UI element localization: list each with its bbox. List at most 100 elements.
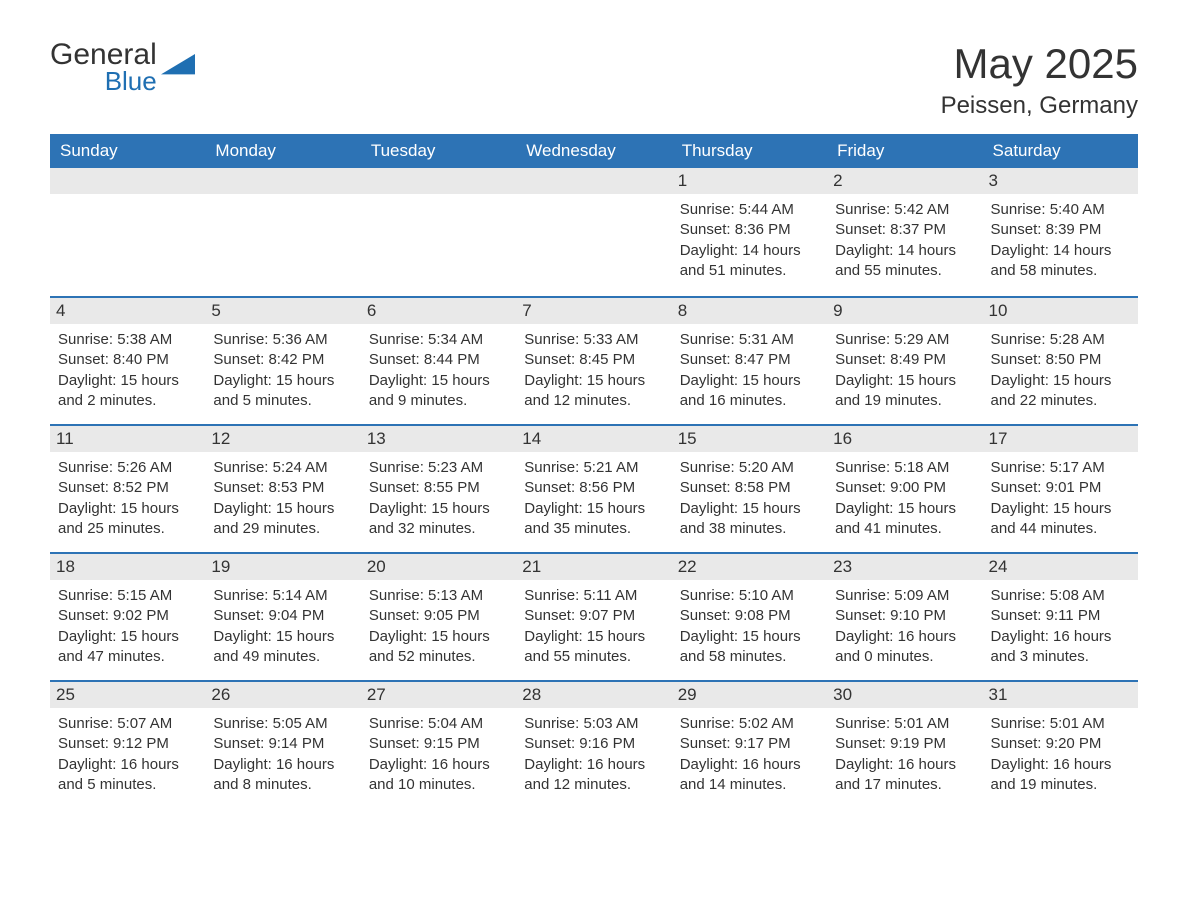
day-number: 14 [516, 426, 671, 452]
day-details: Sunrise: 5:34 AMSunset: 8:44 PMDaylight:… [365, 330, 512, 411]
daylight-text: Daylight: 15 hours and 44 minutes. [991, 499, 1130, 540]
daylight-text: Daylight: 15 hours and 9 minutes. [369, 371, 508, 412]
day-cell: 26Sunrise: 5:05 AMSunset: 9:14 PMDayligh… [205, 682, 360, 808]
day-cell: 5Sunrise: 5:36 AMSunset: 8:42 PMDaylight… [205, 298, 360, 424]
day-details: Sunrise: 5:10 AMSunset: 9:08 PMDaylight:… [676, 586, 823, 667]
day-cell: 17Sunrise: 5:17 AMSunset: 9:01 PMDayligh… [983, 426, 1138, 552]
sunset-text: Sunset: 8:50 PM [991, 350, 1130, 370]
weekday-header: Monday [205, 134, 360, 168]
day-number: 23 [827, 554, 982, 580]
sunset-text: Sunset: 9:11 PM [991, 606, 1130, 626]
day-cell: 13Sunrise: 5:23 AMSunset: 8:55 PMDayligh… [361, 426, 516, 552]
day-cell: 29 Sunrise: 5:02 AMSunset: 9:17 PMDayligh… [672, 682, 827, 808]
header: General Blue May 2025 Peissen, Germany [50, 40, 1138, 120]
sunset-text: Sunset: 8:47 PM [680, 350, 819, 370]
weekday-header: Saturday [983, 134, 1138, 168]
day-cell: 21Sunrise: 5:11 AMSunset: 9:07 PMDayligh… [516, 554, 671, 680]
daylight-text: Daylight: 15 hours and 12 minutes. [524, 371, 663, 412]
sunrise-text: Sunrise: 5:33 AM [524, 330, 663, 350]
day-details: Sunrise: 5:26 AMSunset: 8:52 PMDaylight:… [54, 458, 201, 539]
day-details: Sunrise: 5:38 AMSunset: 8:40 PMDaylight:… [54, 330, 201, 411]
sunrise-text: Sunrise: 5:26 AM [58, 458, 197, 478]
sunset-text: Sunset: 8:40 PM [58, 350, 197, 370]
day-number: 3 [983, 168, 1138, 194]
sunset-text: Sunset: 9:14 PM [213, 734, 352, 754]
daylight-text: Daylight: 15 hours and 38 minutes. [680, 499, 819, 540]
day-number: 25 [50, 682, 205, 708]
day-details: Sunrise: 5:09 AMSunset: 9:10 PMDaylight:… [831, 586, 978, 667]
day-cell [361, 168, 516, 296]
day-cell: 8Sunrise: 5:31 AMSunset: 8:47 PMDaylight… [672, 298, 827, 424]
day-cell: 6Sunrise: 5:34 AMSunset: 8:44 PMDaylight… [361, 298, 516, 424]
sunset-text: Sunset: 8:45 PM [524, 350, 663, 370]
day-number: 31 [983, 682, 1138, 708]
day-cell: 2Sunrise: 5:42 AMSunset: 8:37 PMDaylight… [827, 168, 982, 296]
sunset-text: Sunset: 9:15 PM [369, 734, 508, 754]
sunset-text: Sunset: 9:12 PM [58, 734, 197, 754]
day-details: Sunrise: 5:24 AMSunset: 8:53 PMDaylight:… [209, 458, 356, 539]
calendar-table: SundayMondayTuesdayWednesdayThursdayFrid… [50, 134, 1138, 808]
day-details: Sunrise: 5:20 AMSunset: 8:58 PMDaylight:… [676, 458, 823, 539]
daylight-text: Daylight: 14 hours and 58 minutes. [991, 241, 1130, 282]
day-number: 29 [672, 682, 827, 708]
sunset-text: Sunset: 8:56 PM [524, 478, 663, 498]
daylight-text: Daylight: 16 hours and 12 minutes. [524, 755, 663, 796]
logo: General Blue [50, 40, 195, 94]
sunrise-text: Sunrise: 5:31 AM [680, 330, 819, 350]
sunrise-text: Sunrise: 5:23 AM [369, 458, 508, 478]
day-details: Sunrise: 5:03 AMSunset: 9:16 PMDaylight:… [520, 714, 667, 795]
day-details: Sunrise: 5:31 AMSunset: 8:47 PMDaylight:… [676, 330, 823, 411]
day-details: Sunrise: 5:44 AMSunset: 8:36 PMDaylight:… [676, 200, 823, 281]
sunset-text: Sunset: 9:01 PM [991, 478, 1130, 498]
sunrise-text: Sunrise: 5:11 AM [524, 586, 663, 606]
daylight-text: Daylight: 15 hours and 22 minutes. [991, 371, 1130, 412]
sunset-text: Sunset: 9:05 PM [369, 606, 508, 626]
day-number: 9 [827, 298, 982, 324]
daylight-text: Daylight: 16 hours and 8 minutes. [213, 755, 352, 796]
day-details: Sunrise: 5:05 AMSunset: 9:14 PMDaylight:… [209, 714, 356, 795]
day-number: 12 [205, 426, 360, 452]
sunrise-text: Sunrise: 5:42 AM [835, 200, 974, 220]
sunrise-text: Sunrise: 5:28 AM [991, 330, 1130, 350]
day-number: 18 [50, 554, 205, 580]
day-details: Sunrise: 5:17 AMSunset: 9:01 PMDaylight:… [987, 458, 1134, 539]
daylight-text: Daylight: 15 hours and 41 minutes. [835, 499, 974, 540]
day-number: 28 [516, 682, 671, 708]
day-number: 5 [205, 298, 360, 324]
week-row: 4Sunrise: 5:38 AMSunset: 8:40 PMDaylight… [50, 296, 1138, 424]
sunset-text: Sunset: 9:10 PM [835, 606, 974, 626]
location-label: Peissen, Germany [941, 92, 1138, 120]
day-cell [205, 168, 360, 296]
sunset-text: Sunset: 9:04 PM [213, 606, 352, 626]
sunrise-text: Sunrise: 5:17 AM [991, 458, 1130, 478]
weekday-header-row: SundayMondayTuesdayWednesdayThursdayFrid… [50, 134, 1138, 168]
daylight-text: Daylight: 15 hours and 29 minutes. [213, 499, 352, 540]
daylight-text: Daylight: 16 hours and 5 minutes. [58, 755, 197, 796]
day-cell: 4Sunrise: 5:38 AMSunset: 8:40 PMDaylight… [50, 298, 205, 424]
day-number: 15 [672, 426, 827, 452]
sunset-text: Sunset: 9:00 PM [835, 478, 974, 498]
sunrise-text: Sunrise: 5:40 AM [991, 200, 1130, 220]
day-details: Sunrise: 5:04 AMSunset: 9:15 PMDaylight:… [365, 714, 512, 795]
day-cell: 10Sunrise: 5:28 AMSunset: 8:50 PMDayligh… [983, 298, 1138, 424]
weekday-header: Tuesday [361, 134, 516, 168]
day-number: 21 [516, 554, 671, 580]
day-details: Sunrise: 5:15 AMSunset: 9:02 PMDaylight:… [54, 586, 201, 667]
sunrise-text: Sunrise: 5:01 AM [835, 714, 974, 734]
sunrise-text: Sunrise: 5:09 AM [835, 586, 974, 606]
daylight-text: Daylight: 15 hours and 58 minutes. [680, 627, 819, 668]
sunrise-text: Sunrise: 5:29 AM [835, 330, 974, 350]
sunset-text: Sunset: 9:19 PM [835, 734, 974, 754]
day-cell: 20Sunrise: 5:13 AMSunset: 9:05 PMDayligh… [361, 554, 516, 680]
day-details: Sunrise: 5:29 AMSunset: 8:49 PMDaylight:… [831, 330, 978, 411]
day-cell: 7Sunrise: 5:33 AMSunset: 8:45 PMDaylight… [516, 298, 671, 424]
sunrise-text: Sunrise: 5:04 AM [369, 714, 508, 734]
day-cell: 3Sunrise: 5:40 AMSunset: 8:39 PMDaylight… [983, 168, 1138, 296]
day-details: Sunrise: 5:02 AMSunset: 9:17 PMDaylight:… [676, 714, 823, 795]
day-cell: 15 Sunrise: 5:20 AMSunset: 8:58 PMDayligh… [672, 426, 827, 552]
day-cell: 28 Sunrise: 5:03 AMSunset: 9:16 PMDayligh… [516, 682, 671, 808]
day-details: Sunrise: 5:33 AMSunset: 8:45 PMDaylight:… [520, 330, 667, 411]
day-details: Sunrise: 5:01 AMSunset: 9:20 PMDaylight:… [987, 714, 1134, 795]
day-number: 20 [361, 554, 516, 580]
day-number [516, 168, 671, 194]
